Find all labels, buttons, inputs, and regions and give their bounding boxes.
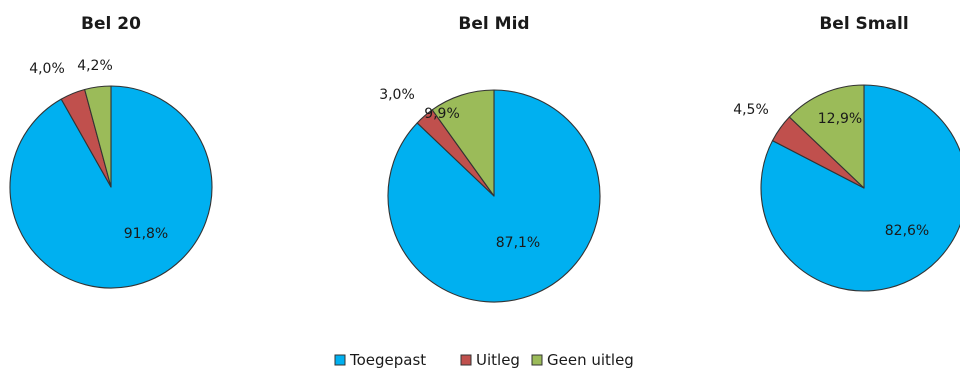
legend-item-uitleg: Uitleg (460, 351, 520, 369)
pie-slice-geen-uitleg (431, 89, 495, 197)
legend-swatch (460, 354, 472, 366)
data-label-geen-uitleg: 12,9% (818, 111, 862, 127)
chart-title: Bel Small (819, 14, 908, 34)
data-label-toegepast: 82,6% (885, 223, 929, 239)
pie-slice-geen-uitleg (84, 85, 112, 188)
pie-slice-geen-uitleg (788, 84, 865, 189)
data-label-uitleg: 3,0% (379, 87, 415, 103)
legend-item-toegepast: Toegepast (334, 351, 426, 369)
pie-chart-bel-small: Bel Small 82,6% 4,5% 12,9% (733, 14, 960, 292)
pie-chart-bel-20: Bel 20 91,8% 4,0% 4,2% (9, 14, 213, 289)
legend-label: Toegepast (349, 351, 426, 369)
legend-item-geen-uitleg: Geen uitleg (531, 351, 634, 369)
pie-chart-bel-mid: Bel Mid 87,1% 3,0% 9,9% (379, 14, 601, 303)
data-label-uitleg: 4,5% (733, 102, 769, 118)
data-label-geen-uitleg: 4,2% (77, 58, 113, 74)
legend: Toegepast Uitleg Geen uitleg (334, 351, 634, 369)
legend-swatch (334, 354, 346, 366)
legend-label: Uitleg (476, 351, 520, 369)
chart-title: Bel 20 (81, 14, 141, 34)
chart-title: Bel Mid (458, 14, 529, 34)
legend-label: Geen uitleg (547, 351, 634, 369)
data-label-toegepast: 91,8% (124, 226, 168, 242)
data-label-geen-uitleg: 9,9% (424, 106, 460, 122)
pie-slice-toegepast (760, 84, 960, 292)
data-label-uitleg: 4,0% (29, 61, 65, 77)
data-label-toegepast: 87,1% (496, 235, 540, 251)
legend-swatch (531, 354, 543, 366)
